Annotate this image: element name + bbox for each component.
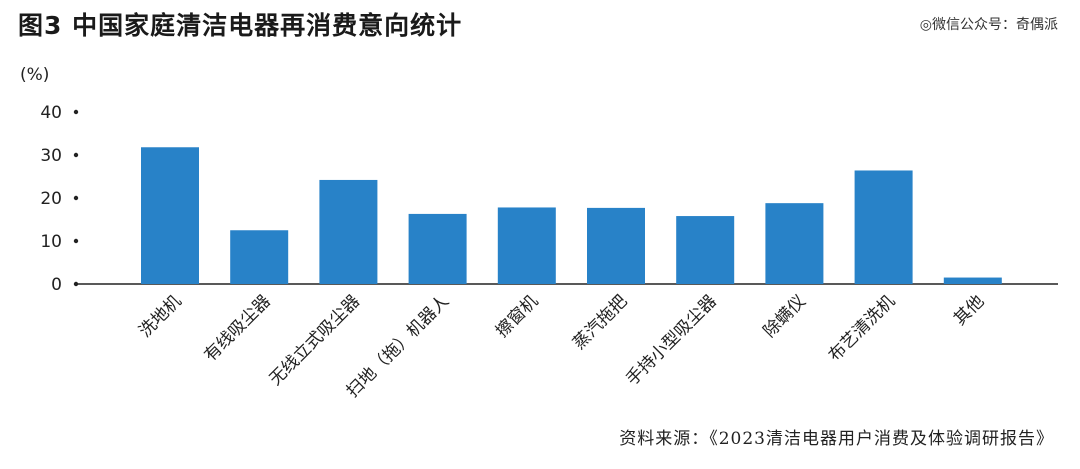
- x-tick-label: 除螨仪: [760, 291, 810, 341]
- watermark-text: ◎微信公众号：奇偶派: [919, 17, 1058, 33]
- y-axis-label: (%): [20, 65, 49, 85]
- x-tick-label: 擦窗机: [492, 291, 542, 341]
- x-tick-label: 手持小型吸尘器: [622, 291, 720, 389]
- chart-bars: [141, 147, 1002, 284]
- source-note: 资料来源：《2023清洁电器用户消费及体验调研报告》: [619, 429, 1054, 449]
- y-tick-label: 30: [40, 146, 62, 166]
- y-tick-mark: [73, 238, 79, 244]
- bar-9: [854, 170, 913, 284]
- y-tick-mark: [73, 195, 79, 201]
- y-tick-label: 20: [40, 189, 62, 209]
- bar-10: [943, 277, 1002, 284]
- figure-title: 图3 中国家庭清洁电器再消费意向统计: [18, 11, 463, 40]
- x-tick-label: 布艺清洗机: [825, 291, 899, 365]
- bar-1: [141, 147, 199, 284]
- y-tick-mark: [73, 109, 79, 115]
- bar-6: [587, 207, 645, 284]
- bar-4: [408, 213, 467, 284]
- x-tick-label: 其他: [950, 291, 988, 329]
- bar-8: [765, 203, 824, 284]
- bar-2: [230, 230, 289, 284]
- x-tick-label: 洗地机: [135, 291, 185, 341]
- y-tick-label: 40: [40, 103, 62, 123]
- x-tick-label: 蒸汽拖把: [569, 291, 631, 353]
- y-tick-label: 10: [40, 232, 62, 252]
- x-tick-label: 有线吸尘器: [200, 291, 274, 365]
- x-tick-label: 无线立式吸尘器: [266, 291, 364, 389]
- bar-3: [319, 179, 378, 284]
- bar-7: [676, 216, 735, 284]
- bar-5: [497, 207, 556, 284]
- y-tick-mark: [73, 281, 79, 287]
- y-tick-label: 0: [51, 275, 62, 295]
- y-tick-mark: [73, 152, 79, 158]
